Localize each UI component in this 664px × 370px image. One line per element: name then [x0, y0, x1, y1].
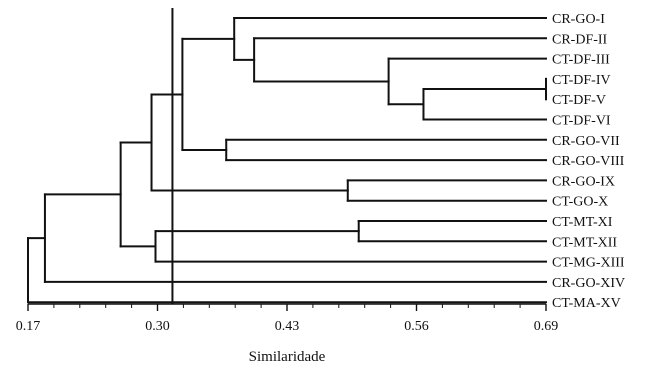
leaf-label: CR-GO-VIII	[552, 154, 625, 169]
leaf-label: CR-GO-IX	[552, 174, 615, 189]
tick-label: 0.30	[145, 319, 170, 334]
leaf-label: CT-DF-V	[552, 93, 606, 108]
leaf-label: CT-DF-IV	[552, 73, 611, 88]
tick-label: 0.56	[404, 319, 429, 334]
tick-label: 0.17	[16, 319, 41, 334]
x-axis-ticks: 0.17 0.30 0.43 0.56 0.69	[16, 304, 559, 334]
leaf-label: CR-GO-I	[552, 12, 605, 27]
leaf-labels: CR-GO-I CR-DF-II CT-DF-III CT-DF-IV CT-DF-V C…	[552, 12, 625, 311]
dendrogram-branches	[27, 17, 547, 304]
leaf-label: CR-GO-XIV	[552, 276, 625, 291]
leaf-label: CT-MT-XII	[552, 235, 617, 250]
tick-label: 0.43	[275, 319, 300, 334]
leaf-label: CT-GO-X	[552, 195, 608, 210]
leaf-label: CR-GO-VII	[552, 134, 620, 149]
leaf-label: CT-MG-XIII	[552, 256, 625, 271]
leaf-label: CT-DF-III	[552, 53, 610, 68]
leaf-label: CT-MT-XI	[552, 215, 613, 230]
leaf-label: CT-DF-VI	[552, 114, 611, 129]
leaf-label: CT-MA-XV	[552, 296, 621, 311]
x-axis-title: Similaridade	[249, 349, 326, 365]
leaf-label: CR-DF-II	[552, 32, 608, 47]
tick-label: 0.69	[534, 319, 559, 334]
